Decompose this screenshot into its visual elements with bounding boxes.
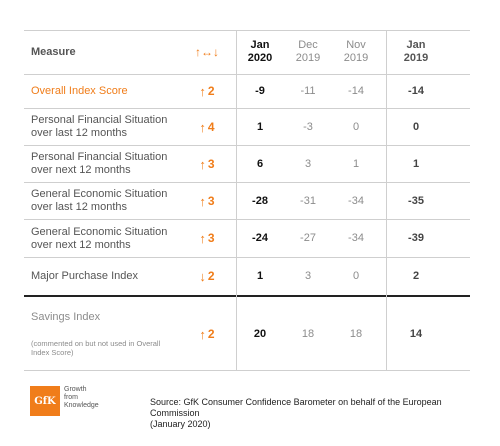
value-nov-2019: -34 [348,194,364,207]
rule [24,145,470,146]
header-jan-2019: Jan 2019 [392,36,440,68]
source-note: Source: GfK Consumer Confidence Baromete… [150,397,490,430]
value-jan-2020: -24 [252,232,268,244]
arrow-up-icon: ↑ [199,326,206,342]
label-line: Personal Financial Situation [31,114,168,126]
column-divider [236,30,237,370]
arrow-up-icon: ↑ [199,156,206,172]
header-dec-2019: Dec 2019 [284,36,332,68]
label-line: General Economic Situation [31,188,168,200]
trend-value: 4 [207,119,215,134]
column-divider [386,30,387,370]
row-trend: ↑ 4 [188,109,226,145]
header-month: Dec [298,39,318,51]
header-year: 2020 [247,52,273,64]
value-jan-2020: 1 [256,120,264,133]
header-year: 2019 [295,52,321,64]
tagline-line: Growth [64,386,87,393]
label-line: over next 12 months [31,164,131,176]
trend-value: 2 [207,326,215,341]
label-line: over next 12 months [31,238,131,251]
row-trend: ↑ 3 [188,183,226,219]
row-trend: ↑ 2 [188,75,226,108]
tagline-line: Knowledge [64,402,99,409]
row-trend: ↑ 2 [188,322,226,346]
trend-value: 2 [207,84,215,98]
rule [24,219,470,220]
row-label-personal-financial-next: Personal Financial Situation over next 1… [31,146,181,182]
header-nov-2019: Nov 2019 [332,36,380,68]
value-nov-2019: -14 [348,85,364,97]
row-trend: ↑ 3 [188,146,226,182]
rule [24,108,470,109]
savings-note: (commented on but not used in Overall In… [31,339,161,357]
header-measure: Measure [31,45,76,58]
rule [24,30,470,31]
trend-value: 3 [207,193,215,208]
arrow-up-icon: ↑ [199,84,206,99]
label-line: over last 12 months [31,127,127,139]
value-nov-2019: 18 [349,327,363,340]
arrow-up-icon: ↑ [199,119,206,135]
value-dec-2019: -3 [303,120,313,133]
tagline-line: from [64,394,78,401]
header-month: Jan [406,39,426,51]
value-nov-2019: 1 [352,157,360,170]
value-dec-2019: -31 [300,194,316,207]
value-jan-2019: 14 [409,327,423,340]
row-label-general-economic-last: General Economic Situation over last 12 … [31,183,181,219]
row-label-general-economic-next: General Economic Situation over next 12 … [31,220,181,257]
row-trend: ↓ 2 [188,258,226,295]
row-label-savings-index: Savings Index [31,310,101,323]
source-line: (January 2020) [150,419,211,429]
value-jan-2020: 6 [256,157,264,170]
value-jan-2019: -14 [408,85,424,97]
header-year: 2019 [343,52,369,64]
trend-legend-icon: ↑↔↓ [195,44,219,59]
value-jan-2020: 1 [256,270,264,282]
arrow-up-icon: ↑ [199,193,206,209]
value-nov-2019: 0 [352,270,360,282]
source-line: Source: GfK Consumer Confidence Baromete… [150,397,442,418]
value-dec-2019: -11 [300,85,316,97]
value-jan-2019: -39 [408,232,424,244]
row-label-personal-financial-last: Personal Financial Situation over last 1… [31,109,181,145]
value-nov-2019: 0 [352,120,360,133]
label-line: Personal Financial Situation [31,151,168,163]
value-dec-2019: 3 [304,157,312,170]
trend-value: 2 [207,269,215,283]
row-trend: ↑ 3 [188,220,226,257]
trend-value: 3 [207,231,215,245]
value-jan-2020: -28 [252,194,268,207]
value-jan-2019: 1 [412,157,420,170]
gfk-tagline: Growth from Knowledge [64,386,124,410]
label-line: over last 12 months [31,201,127,213]
value-jan-2019: -35 [408,194,424,207]
row-label-major-purchase: Major Purchase Index [31,270,138,282]
value-dec-2019: -27 [300,232,316,244]
header-jan-2020: Jan 2020 [236,36,284,68]
value-jan-2019: 2 [412,270,420,282]
value-jan-2020: 20 [253,327,267,340]
gfk-logo: GfK [30,386,60,416]
header-month: Jan [250,39,270,51]
value-dec-2019: 18 [301,327,315,340]
value-jan-2019: 0 [412,120,420,133]
rule [24,370,470,371]
rule [24,74,470,75]
arrow-down-icon: ↓ [199,269,206,284]
trend-value: 3 [207,156,215,171]
rule [24,182,470,183]
header-year: 2019 [403,52,429,64]
label-line: General Economic Situation [31,225,168,238]
value-jan-2020: -9 [255,85,265,97]
rule-heavy [24,295,470,297]
value-nov-2019: -34 [348,232,364,244]
header-month: Nov [346,39,366,51]
rule [24,257,470,258]
arrow-up-icon: ↑ [199,231,206,246]
row-label-overall-index: Overall Index Score [31,85,128,97]
value-dec-2019: 3 [304,270,312,282]
